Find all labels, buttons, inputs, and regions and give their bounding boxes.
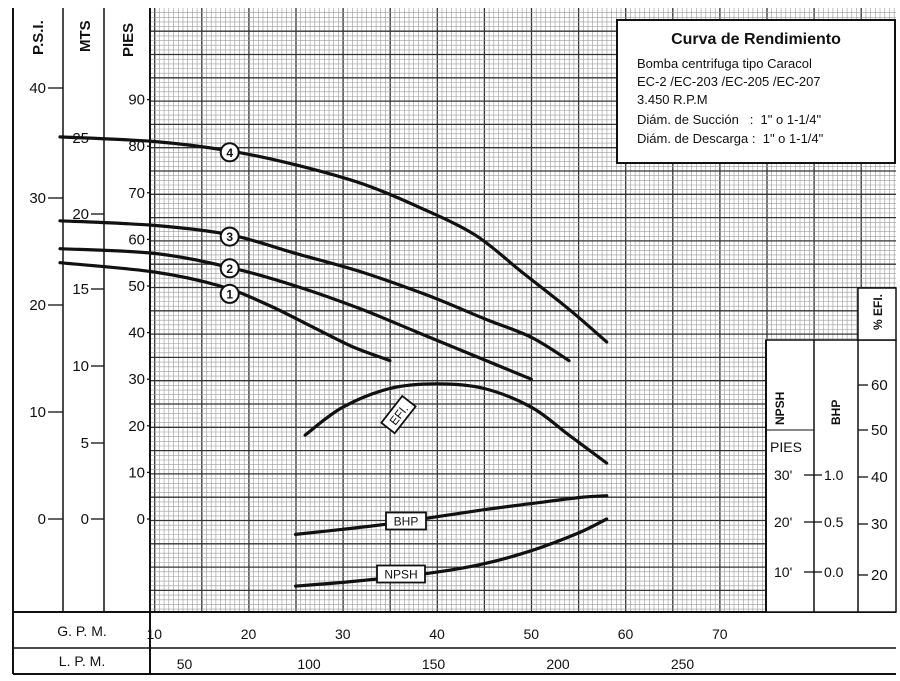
bhp-axis-title: BHP xyxy=(829,400,843,425)
pies-tick-label: 50 xyxy=(128,278,145,295)
curve-name-tag: BHP xyxy=(385,511,427,531)
psi-tick-label: 30 xyxy=(29,190,46,207)
gpm-tick-label: 20 xyxy=(241,626,257,642)
curve-number-badge xyxy=(219,258,240,279)
mts-tick-label: 20 xyxy=(72,206,89,223)
bhp-tick-label: 0.5 xyxy=(824,514,844,530)
curve-3-line xyxy=(58,219,571,363)
gpm-tick-label: 40 xyxy=(429,626,445,642)
curve-number-badge xyxy=(219,226,240,247)
gpm-tick-label: 10 xyxy=(147,626,163,642)
mts-tick-label: 15 xyxy=(72,281,89,298)
legend-line-2: EC-2 /EC-203 /EC-205 /EC-207 xyxy=(637,74,821,89)
curve-npsh-line xyxy=(294,517,609,588)
npsh-tick-label: 20' xyxy=(774,514,792,530)
bhp-tick-label: 0.0 xyxy=(824,564,844,580)
axis-ticks: 4030201002520151050908070605040302010030… xyxy=(29,80,887,672)
curve-number-badge xyxy=(219,283,240,304)
curve-name-tag-frame xyxy=(385,511,427,531)
pies-tick-label: 90 xyxy=(128,92,145,109)
mts-tick-label: 10 xyxy=(72,358,89,375)
psi-tick-label: 20 xyxy=(29,297,46,314)
gpm-tick-label: 30 xyxy=(335,626,351,642)
curve-efi-line xyxy=(303,382,609,465)
bhp-tick-label: 1.0 xyxy=(824,467,844,483)
lpm-tick-label: 200 xyxy=(546,656,570,672)
legend-title: Curva de Rendimiento xyxy=(671,31,841,48)
right-axis-panel xyxy=(765,339,897,613)
pies-tick-label: 40 xyxy=(128,325,145,342)
efi-tick-label: 50 xyxy=(871,422,888,439)
curve-number-badge xyxy=(219,142,240,163)
npsh-axis-title: NPSH xyxy=(773,392,787,425)
chart-frame xyxy=(12,8,897,675)
curve-name-tag: NPSH xyxy=(376,564,426,584)
gpm-axis-label: G. P. M. xyxy=(57,623,107,639)
efi-axis-title: % EFI. xyxy=(871,294,885,330)
curve-number-label: 3 xyxy=(226,230,233,244)
efi-tick-label: 60 xyxy=(871,377,888,394)
curve-name-tag-label: BHP xyxy=(394,515,419,529)
psi-tick-label: 10 xyxy=(29,404,46,421)
legend-line-5: Diám. de Descarga : 1" o 1-1/4" xyxy=(637,131,824,146)
curve-number-label: 4 xyxy=(226,146,233,160)
curve-series xyxy=(58,135,609,588)
psi-axis-title: P.S.I. xyxy=(30,20,47,55)
lpm-tick-label: 100 xyxy=(297,656,321,672)
npsh-tick-label: 30' xyxy=(774,467,792,483)
curve-1-line xyxy=(58,261,392,363)
gpm-tick-label: 70 xyxy=(712,626,728,642)
legend-line-1: Bomba centrifuga tipo Caracol xyxy=(637,56,812,71)
legend-box: Curva de Rendimiento Bomba centrifuga ti… xyxy=(616,19,896,164)
gpm-tick-label: 50 xyxy=(524,626,540,642)
psi-tick-label: 0 xyxy=(38,511,46,528)
efi-tick-label: 20 xyxy=(871,567,888,584)
gpm-tick-label: 60 xyxy=(618,626,634,642)
pies-tick-label: 80 xyxy=(128,138,145,155)
curve-name-tag-label: NPSH xyxy=(384,568,417,582)
npsh-tick-label: 10' xyxy=(774,564,792,580)
curve-number-label: 2 xyxy=(226,262,233,276)
pies-tick-label: 10 xyxy=(128,464,145,481)
efi-tick-label: 30 xyxy=(871,516,888,533)
pies-tick-label: 60 xyxy=(128,231,145,248)
curve-number-label: 1 xyxy=(226,287,233,301)
efi-tick-label: 40 xyxy=(871,469,888,486)
legend-line-3: 3.450 R.P.M xyxy=(637,92,708,107)
curve-bhp-line xyxy=(294,494,609,536)
curve-name-tag-frame xyxy=(376,564,426,584)
mts-axis-title: MTS xyxy=(77,20,94,52)
pies-tick-label: 0 xyxy=(137,511,145,528)
legend-frame xyxy=(616,19,896,164)
pies-tick-label: 30 xyxy=(128,371,145,388)
lpm-axis-label: L. P. M. xyxy=(59,653,105,669)
mts-tick-label: 0 xyxy=(81,511,89,528)
legend-line-4: Diám. de Succión : 1" o 1-1/4" xyxy=(637,112,821,127)
psi-tick-label: 40 xyxy=(29,80,46,97)
lpm-tick-label: 50 xyxy=(177,656,193,672)
lpm-tick-label: 150 xyxy=(422,656,446,672)
curve-name-tag-frame xyxy=(380,394,417,435)
mts-tick-label: 5 xyxy=(81,435,89,452)
efi-title-box xyxy=(857,287,897,341)
pies-tick-label: 20 xyxy=(128,418,145,435)
lpm-tick-label: 250 xyxy=(671,656,695,672)
curve-4-line xyxy=(58,135,609,344)
pies-axis-title: PIES xyxy=(120,23,137,57)
pies-tick-label: 70 xyxy=(128,185,145,202)
npsh-unit-label: PIES xyxy=(770,439,802,455)
curve-2-line xyxy=(58,247,533,381)
